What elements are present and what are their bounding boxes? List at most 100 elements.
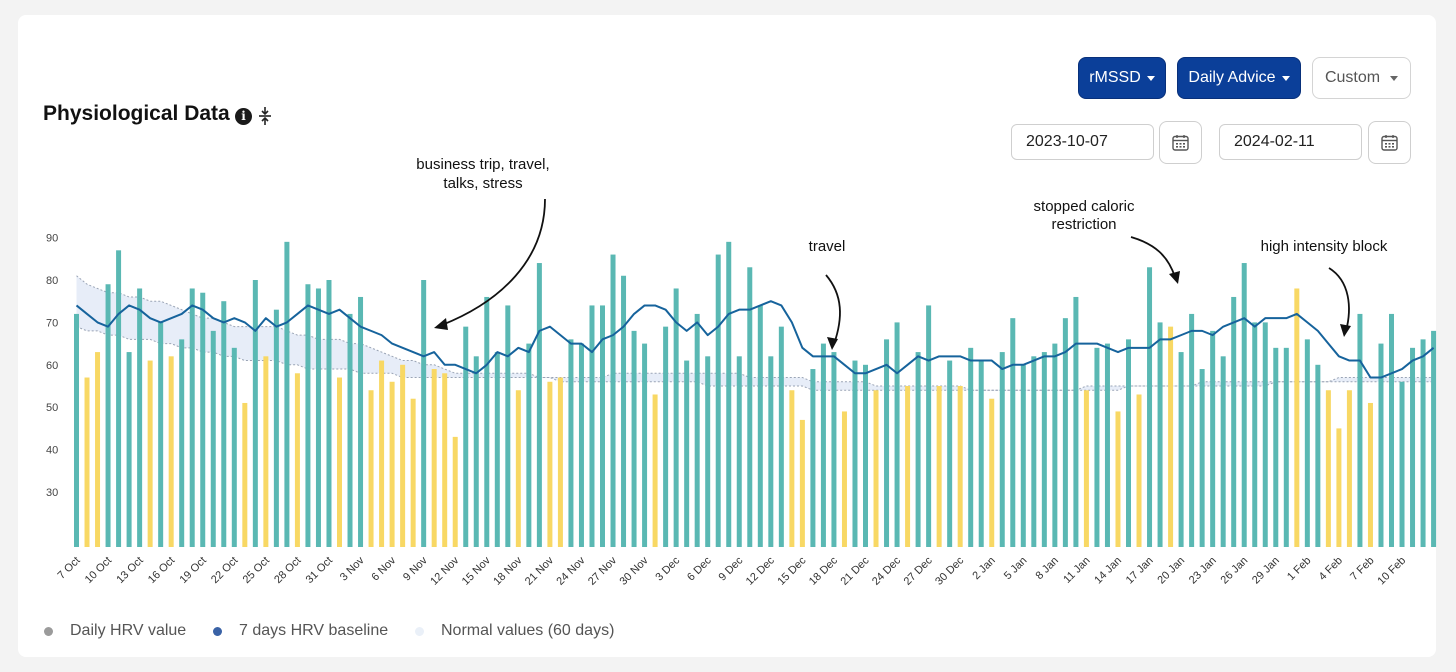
hrv-bar[interactable]: [705, 356, 711, 547]
hrv-bar[interactable]: [1231, 296, 1237, 547]
hrv-bar[interactable]: [442, 373, 448, 547]
hrv-bar[interactable]: [926, 305, 932, 547]
hrv-bar[interactable]: [884, 339, 890, 547]
hrv-bar[interactable]: [410, 398, 416, 547]
hrv-bar[interactable]: [915, 352, 921, 547]
hrv-bar[interactable]: [841, 411, 847, 547]
hrv-bar[interactable]: [1273, 347, 1279, 547]
hrv-bar[interactable]: [1325, 390, 1331, 547]
hrv-bar[interactable]: [200, 292, 206, 547]
hrv-bar[interactable]: [379, 360, 385, 547]
hrv-bar[interactable]: [147, 360, 153, 547]
hrv-bar[interactable]: [863, 364, 868, 547]
hrv-bar[interactable]: [642, 343, 648, 547]
hrv-bar[interactable]: [905, 386, 911, 547]
hrv-bar[interactable]: [1010, 318, 1016, 547]
hrv-bar[interactable]: [589, 305, 595, 547]
hrv-bar[interactable]: [105, 284, 111, 547]
hrv-bar[interactable]: [326, 280, 332, 547]
hrv-bar[interactable]: [84, 377, 90, 547]
hrv-bar[interactable]: [957, 386, 963, 547]
hrv-bar[interactable]: [600, 305, 605, 547]
hrv-bar[interactable]: [894, 322, 900, 547]
hrv-bar[interactable]: [1410, 347, 1416, 547]
hrv-bar[interactable]: [852, 360, 858, 547]
hrv-bar[interactable]: [1262, 322, 1268, 547]
hrv-bar[interactable]: [494, 352, 500, 547]
hrv-bar[interactable]: [1178, 352, 1184, 547]
hrv-bar[interactable]: [95, 352, 101, 547]
hrv-bar[interactable]: [726, 241, 732, 547]
hrv-bar[interactable]: [484, 296, 490, 547]
hrv-bar[interactable]: [515, 390, 521, 547]
hrv-bar[interactable]: [116, 250, 122, 547]
hrv-bar[interactable]: [1168, 326, 1174, 547]
hrv-bar[interactable]: [684, 360, 690, 547]
collapse-vertical-icon[interactable]: [258, 106, 272, 126]
hrv-bar[interactable]: [715, 254, 721, 547]
hrv-bar[interactable]: [1378, 343, 1384, 547]
hrv-bar[interactable]: [1315, 364, 1321, 547]
hrv-bar[interactable]: [126, 352, 132, 547]
hrv-bar[interactable]: [757, 305, 763, 547]
hrv-bar[interactable]: [978, 360, 984, 547]
end-date-calendar-button[interactable]: [1368, 121, 1411, 164]
hrv-bar[interactable]: [74, 313, 79, 547]
hrv-bar[interactable]: [463, 326, 469, 547]
hrv-bar[interactable]: [1346, 390, 1352, 547]
hrv-bar[interactable]: [652, 394, 658, 547]
legend-item-baseline[interactable]: 7 days HRV baseline: [213, 622, 388, 640]
hrv-bar[interactable]: [305, 284, 311, 547]
hrv-bar[interactable]: [179, 339, 185, 547]
hrv-bar[interactable]: [1399, 381, 1405, 547]
hrv-bar[interactable]: [1136, 394, 1142, 547]
hrv-bar[interactable]: [1052, 343, 1058, 547]
hrv-bar[interactable]: [473, 356, 479, 547]
end-date-input[interactable]: 2024-02-11: [1219, 124, 1362, 160]
hrv-bar[interactable]: [452, 436, 458, 547]
hrv-bar[interactable]: [242, 402, 248, 547]
hrv-bar[interactable]: [189, 288, 195, 547]
hrv-bar[interactable]: [231, 347, 237, 547]
hrv-bar[interactable]: [1073, 296, 1079, 547]
hrv-bar[interactable]: [1147, 267, 1153, 547]
hrv-bar[interactable]: [1389, 313, 1394, 547]
hrv-bar[interactable]: [137, 288, 143, 547]
hrv-bar[interactable]: [1157, 322, 1163, 547]
hrv-bar[interactable]: [778, 326, 784, 547]
hrv-bar[interactable]: [578, 343, 584, 547]
hrv-bar[interactable]: [505, 305, 511, 547]
hrv-bar[interactable]: [221, 301, 227, 547]
hrv-bar[interactable]: [1199, 369, 1205, 547]
hrv-bar[interactable]: [1126, 339, 1131, 547]
start-date-input[interactable]: 2023-10-07: [1011, 124, 1154, 160]
hrv-bar[interactable]: [547, 381, 553, 547]
hrv-bar[interactable]: [1283, 347, 1289, 547]
hrv-bar[interactable]: [168, 356, 174, 547]
legend-item-normal[interactable]: Normal values (60 days): [415, 622, 614, 640]
hrv-bar[interactable]: [1020, 364, 1026, 547]
hrv-bar[interactable]: [1294, 288, 1300, 547]
start-date-calendar-button[interactable]: [1159, 121, 1202, 164]
hrv-bar[interactable]: [263, 356, 269, 547]
hrv-bar[interactable]: [663, 326, 669, 547]
hrv-bar[interactable]: [1220, 356, 1226, 547]
hrv-bar[interactable]: [158, 322, 164, 547]
hrv-bar[interactable]: [747, 267, 753, 547]
hrv-bar[interactable]: [789, 390, 795, 547]
hrv-bar[interactable]: [294, 373, 300, 547]
hrv-bar[interactable]: [820, 343, 826, 547]
hrv-bar[interactable]: [389, 381, 395, 547]
hrv-bar[interactable]: [421, 280, 427, 547]
legend-item-daily[interactable]: Daily HRV value: [44, 622, 186, 640]
hrv-bar[interactable]: [989, 398, 995, 547]
hrv-bar[interactable]: [610, 254, 616, 547]
hrv-bar[interactable]: [1062, 318, 1068, 547]
hrv-bar[interactable]: [621, 275, 627, 547]
hrv-bar[interactable]: [1083, 390, 1089, 547]
hrv-bar[interactable]: [557, 377, 563, 547]
hrv-bar[interactable]: [873, 390, 879, 547]
hrv-bar[interactable]: [736, 356, 742, 547]
hrv-bar[interactable]: [284, 241, 290, 547]
hrv-bar[interactable]: [1189, 313, 1195, 547]
